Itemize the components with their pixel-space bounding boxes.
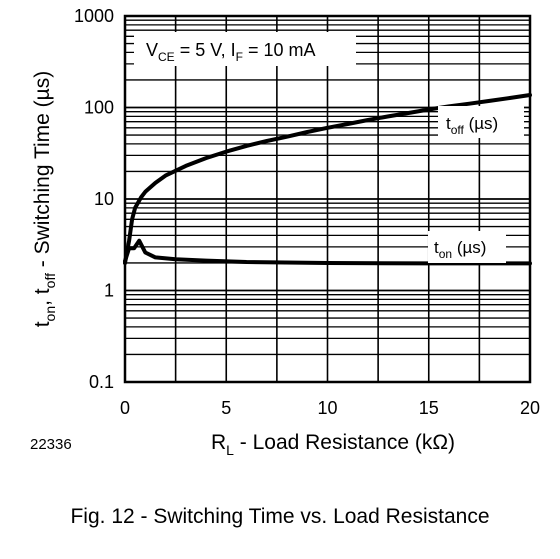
figure-id: 22336	[30, 436, 72, 453]
toff-label-bg	[438, 106, 524, 138]
condition-label-bg	[134, 32, 356, 66]
grid	[124, 16, 531, 383]
y-tick-label: 1000	[74, 6, 114, 26]
y-tick-label: 100	[84, 98, 114, 118]
y-tick-label: 1	[104, 281, 114, 301]
y-tick-label: 0.1	[89, 372, 114, 392]
annotations: VCE = 5 V, IF = 10 mA toff (µs) ton (µs)	[134, 32, 524, 263]
ton-label-bg	[428, 231, 506, 263]
axes: 0 5 10 15 20 0.1 1 10 100 1000 RL - Load Resistanc…	[31, 6, 540, 458]
ton-line	[123, 238, 532, 266]
condition-label: VCE = 5 V, IF = 10 mA	[146, 40, 315, 64]
x-tick-label: 5	[221, 398, 231, 418]
x-tick-label: 10	[317, 398, 337, 418]
y-axis-label: ton, toff - Switching Time (µs)	[31, 71, 58, 328]
plot-frame	[123, 14, 532, 384]
y-tick-label: 10	[94, 189, 114, 209]
x-tick-label: 15	[419, 398, 439, 418]
x-tick-label: 20	[520, 398, 540, 418]
figure-caption: Fig. 12 - Switching Time vs. Load Resist…	[70, 505, 490, 528]
ton-label: ton (µs)	[434, 238, 486, 261]
x-tick-label: 0	[120, 398, 130, 418]
x-axis-label: RL - Load Resistance (kΩ)	[211, 431, 455, 458]
toff-label: toff (µs)	[446, 114, 498, 137]
